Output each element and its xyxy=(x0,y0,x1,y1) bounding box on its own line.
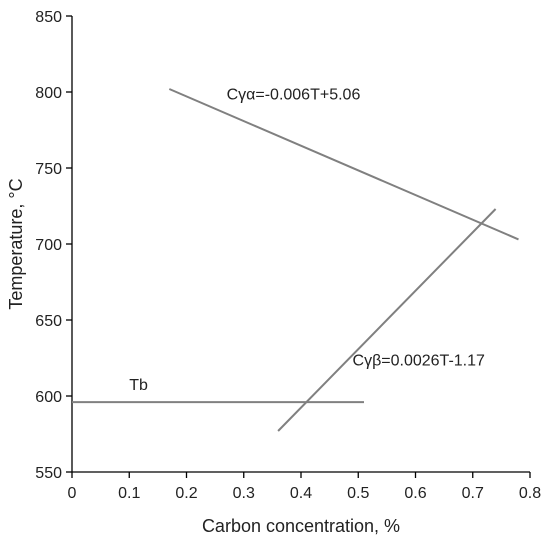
x-ticks: 0 0.1 0.2 0.3 0.4 0.5 0.6 0.7 0.8 xyxy=(68,472,541,502)
y-tick-label: 700 xyxy=(35,237,62,254)
y-tick-label: 600 xyxy=(35,389,62,406)
x-tick-label: 0 xyxy=(68,485,77,502)
y-ticks: 550 600 650 700 750 800 850 xyxy=(35,9,72,482)
x-axis-title: Carbon concentration, % xyxy=(202,516,400,536)
x-tick-label: 0.8 xyxy=(519,485,541,502)
x-tick-label: 0.1 xyxy=(118,485,140,502)
x-tick-label: 0.5 xyxy=(347,485,369,502)
y-tick-label: 750 xyxy=(35,161,62,178)
annotation-label: Cγβ=0.0026T-1.17 xyxy=(353,353,486,370)
y-tick-label: 650 xyxy=(35,313,62,330)
series-lines xyxy=(72,88,519,432)
annotation-label: Tb xyxy=(129,377,148,394)
series-line-1 xyxy=(168,88,519,241)
annotation-label: Cγα=-0.006T+5.06 xyxy=(227,87,361,104)
y-tick-label: 800 xyxy=(35,85,62,102)
x-tick-label: 0.6 xyxy=(404,485,426,502)
series-line-2 xyxy=(277,208,497,432)
x-tick-label: 0.3 xyxy=(233,485,255,502)
y-tick-label: 550 xyxy=(35,465,62,482)
x-tick-label: 0.2 xyxy=(175,485,197,502)
x-tick-label: 0.4 xyxy=(290,485,312,502)
x-tick-label: 0.7 xyxy=(462,485,484,502)
y-tick-label: 850 xyxy=(35,9,62,26)
annotations: Cγα=-0.006T+5.06 Cγβ=0.0026T-1.17 Tb xyxy=(129,87,485,394)
y-axis-title: Temperature, °C xyxy=(6,178,26,309)
